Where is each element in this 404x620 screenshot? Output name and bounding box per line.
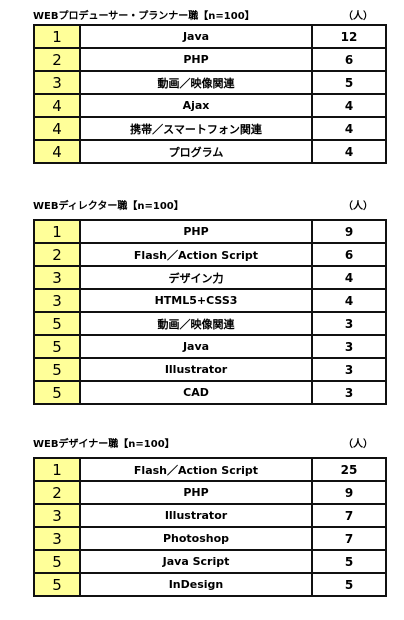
skill-cell: 動画／映像関連 — [79, 311, 313, 336]
skill-cell: PHP — [79, 480, 313, 505]
count-cell: 3 — [311, 311, 387, 336]
section-title: WEBデザイナー職【n=100】 — [33, 439, 175, 450]
rank-cell: 2 — [33, 47, 81, 72]
count-cell: 7 — [311, 503, 387, 528]
rank-cell: 5 — [33, 311, 81, 336]
skill-cell: PHP — [79, 219, 313, 244]
rank-cell: 3 — [33, 503, 81, 528]
count-cell: 4 — [311, 116, 387, 141]
rank-cell: 2 — [33, 480, 81, 505]
table-row: 4 携帯／スマートフォン関連 4 — [33, 116, 387, 141]
section-header: WEBディレクター職【n=100】 （人） — [33, 196, 383, 212]
table-row: 3 動画／映像関連 5 — [33, 70, 387, 95]
skill-cell: Java — [79, 334, 313, 359]
count-cell: 6 — [311, 242, 387, 267]
count-cell: 5 — [311, 572, 387, 597]
table-row: 2 PHP 6 — [33, 47, 387, 72]
table-row: 1 Java 12 — [33, 24, 387, 49]
table-row: 4 Ajax 4 — [33, 93, 387, 118]
count-cell: 12 — [311, 24, 387, 49]
skill-cell: Java Script — [79, 549, 313, 574]
count-cell: 9 — [311, 219, 387, 244]
skill-cell: デザイン力 — [79, 265, 313, 290]
table-row: 3 HTML5+CSS3 4 — [33, 288, 387, 313]
count-cell: 9 — [311, 480, 387, 505]
skill-cell: Flash／Action Script — [79, 457, 313, 482]
rank-cell: 4 — [33, 116, 81, 141]
count-cell: 3 — [311, 334, 387, 359]
table-row: 5 動画／映像関連 3 — [33, 311, 387, 336]
table-row: 5 InDesign 5 — [33, 572, 387, 597]
count-cell: 7 — [311, 526, 387, 551]
rank-cell: 5 — [33, 572, 81, 597]
table-row: 2 PHP 9 — [33, 480, 387, 505]
rank-cell: 5 — [33, 380, 81, 405]
rank-cell: 3 — [33, 526, 81, 551]
rank-cell: 1 — [33, 457, 81, 482]
ranking-table: 1 PHP 9 2 Flash／Action Script 6 3 デザイン力 4 3 HTM… — [33, 219, 387, 405]
skill-cell: 携帯／スマートフォン関連 — [79, 116, 313, 141]
skill-cell: InDesign — [79, 572, 313, 597]
table-row: 3 Photoshop 7 — [33, 526, 387, 551]
ranking-table: 1 Java 12 2 PHP 6 3 動画／映像関連 5 4 Ajax 4 4 携帯／スマートフ… — [33, 24, 387, 164]
table-row: 5 Illustrator 3 — [33, 357, 387, 382]
rank-cell: 4 — [33, 93, 81, 118]
skill-cell: Photoshop — [79, 526, 313, 551]
table-row: 1 PHP 9 — [33, 219, 387, 244]
rank-cell: 1 — [33, 219, 81, 244]
section-header: WEBプロデューサー・プランナー職【n=100】 （人） — [33, 6, 383, 22]
section-title: WEBプロデューサー・プランナー職【n=100】 — [33, 11, 255, 22]
section-title: WEBディレクター職【n=100】 — [33, 201, 184, 212]
skill-cell: Ajax — [79, 93, 313, 118]
unit-label: （人） — [343, 439, 373, 450]
skill-cell: Illustrator — [79, 357, 313, 382]
table-row: 2 Flash／Action Script 6 — [33, 242, 387, 267]
rank-cell: 3 — [33, 70, 81, 95]
skill-cell: Java — [79, 24, 313, 49]
rank-cell: 5 — [33, 357, 81, 382]
count-cell: 4 — [311, 265, 387, 290]
skill-cell: 動画／映像関連 — [79, 70, 313, 95]
unit-label: （人） — [343, 201, 373, 212]
rank-cell: 3 — [33, 265, 81, 290]
table-row: 5 Java 3 — [33, 334, 387, 359]
table-row: 1 Flash／Action Script 25 — [33, 457, 387, 482]
count-cell: 3 — [311, 380, 387, 405]
rank-cell: 5 — [33, 334, 81, 359]
count-cell: 3 — [311, 357, 387, 382]
skill-cell: HTML5+CSS3 — [79, 288, 313, 313]
count-cell: 4 — [311, 288, 387, 313]
count-cell: 6 — [311, 47, 387, 72]
ranking-table: 1 Flash／Action Script 25 2 PHP 9 3 Illustrato… — [33, 457, 387, 597]
count-cell: 5 — [311, 70, 387, 95]
skill-cell: Flash／Action Script — [79, 242, 313, 267]
skill-cell: プログラム — [79, 139, 313, 164]
table-row: 3 デザイン力 4 — [33, 265, 387, 290]
section-header: WEBデザイナー職【n=100】 （人） — [33, 434, 383, 450]
skill-cell: PHP — [79, 47, 313, 72]
table-row: 3 Illustrator 7 — [33, 503, 387, 528]
count-cell: 4 — [311, 139, 387, 164]
rank-cell: 5 — [33, 549, 81, 574]
skill-cell: Illustrator — [79, 503, 313, 528]
table-row: 4 プログラム 4 — [33, 139, 387, 164]
count-cell: 5 — [311, 549, 387, 574]
unit-label: （人） — [343, 11, 373, 22]
count-cell: 25 — [311, 457, 387, 482]
table-row: 5 CAD 3 — [33, 380, 387, 405]
skill-cell: CAD — [79, 380, 313, 405]
rank-cell: 1 — [33, 24, 81, 49]
table-row: 5 Java Script 5 — [33, 549, 387, 574]
rank-cell: 2 — [33, 242, 81, 267]
rank-cell: 4 — [33, 139, 81, 164]
rank-cell: 3 — [33, 288, 81, 313]
count-cell: 4 — [311, 93, 387, 118]
